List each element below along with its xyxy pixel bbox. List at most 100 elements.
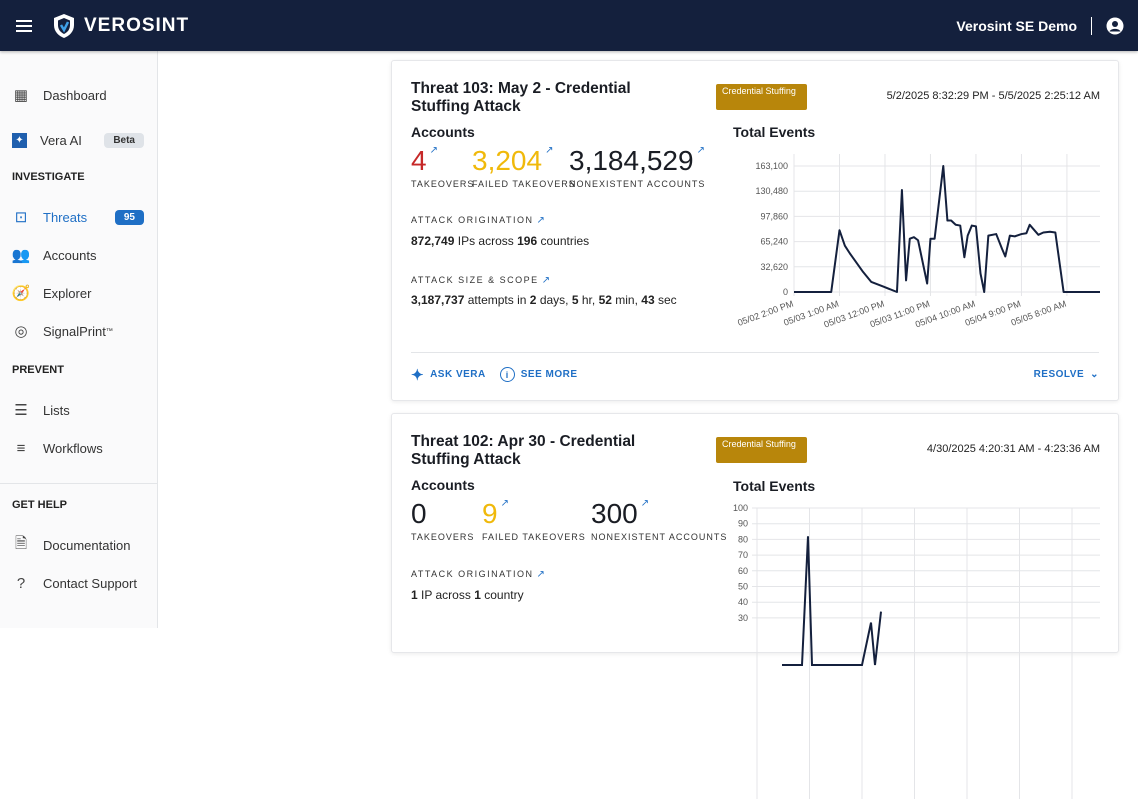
external-link-icon[interactable]: ↗ <box>541 275 552 286</box>
threat-card: Threat 102: Apr 30 - Credential Stuffing… <box>391 413 1119 799</box>
chart-title: Total Events <box>733 478 816 494</box>
org-name[interactable]: Verosint SE Demo <box>956 17 1077 34</box>
label: Vera AI <box>40 132 82 148</box>
help-icon: ? <box>16 574 26 592</box>
ip-count: 1 <box>411 588 418 602</box>
y-tick-label: 65,240 <box>760 237 788 247</box>
sidebar: ▦ Dashboard ✦ Vera AI Beta INVESTIGATE ⊡ Thr… <box>0 51 158 628</box>
takeovers-stat[interactable]: 0 TAKEOVERS <box>411 498 474 542</box>
attack-size-scope-label: ATTACK SIZE & SCOPE ↗ <box>411 275 552 286</box>
value: 3,204 <box>472 145 543 176</box>
sidebar-item-accounts[interactable]: 👥 Accounts <box>0 236 157 274</box>
value: 9 <box>482 498 498 529</box>
external-link-icon[interactable]: ↗ <box>429 145 438 156</box>
external-link-icon[interactable]: ↗ <box>536 569 547 580</box>
value: 300 <box>591 498 638 529</box>
accounts-heading: Accounts <box>411 477 475 493</box>
external-link-icon[interactable]: ↗ <box>545 145 554 156</box>
menu-icon[interactable] <box>16 19 32 32</box>
external-link-icon[interactable]: ↗ <box>500 498 509 509</box>
text: sec <box>657 293 677 307</box>
y-tick-label: 30 <box>738 613 748 623</box>
card-actions: ✦ ASK VERA i SEE MORE RESOLVE ⌄ <box>411 352 1099 396</box>
sidebar-item-lists[interactable]: ☰ Lists <box>0 391 157 429</box>
section-investigate: INVESTIGATE <box>12 171 85 183</box>
failed-takeovers-stat[interactable]: 3,204 ↗ FAILED TAKEOVERS <box>472 145 576 189</box>
chart-title: Total Events <box>733 124 816 140</box>
user-avatar-icon[interactable] <box>1106 17 1124 35</box>
threat-title[interactable]: Threat 102: Apr 30 - Credential Stuffing… <box>411 433 636 468</box>
logo[interactable]: VEROSINT <box>52 13 189 39</box>
nonexistent-accounts-stat[interactable]: 3,184,529 ↗ NONEXISTENT ACCOUNTS <box>569 145 705 189</box>
seconds: 43 <box>641 293 655 307</box>
text: days, <box>539 293 569 307</box>
sidebar-item-signalprint[interactable]: ◎ SignalPrint ™ <box>0 312 157 350</box>
attempts: 3,187,737 <box>411 293 465 307</box>
total-events-chart: 30 40 50 60 70 80 90 100 <box>733 503 1100 799</box>
workflow-icon: ≡ <box>16 439 26 457</box>
divider <box>1091 16 1092 35</box>
sidebar-item-explorer[interactable]: 🧭 Explorer <box>0 274 157 312</box>
attack-origination-value: 872,749 IPs across 196 countries <box>411 234 589 248</box>
info-icon: i <box>499 367 515 382</box>
text: IP across <box>421 588 471 602</box>
text: hr, <box>581 293 596 307</box>
label: NONEXISTENT ACCOUNTS <box>569 179 706 189</box>
threat-title[interactable]: Threat 103: May 2 - Credential Stuffing … <box>411 80 631 115</box>
y-tick-label: 50 <box>738 582 748 592</box>
label: Dashboard <box>43 87 107 103</box>
country-count: 196 <box>517 234 538 248</box>
document-icon: 🗎 <box>14 534 28 552</box>
label: SEE MORE <box>520 369 578 380</box>
label: Documentation <box>43 537 131 553</box>
sidebar-item-documentation[interactable]: 🗎 Documentation <box>0 526 157 564</box>
top-header: VEROSINT Verosint SE Demo <box>0 0 1138 51</box>
threat-card: Threat 103: May 2 - Credential Stuffing … <box>391 60 1119 401</box>
label: SignalPrint <box>43 323 106 339</box>
y-tick-label: 0 <box>783 287 788 297</box>
takeovers-stat[interactable]: 4 ↗ TAKEOVERS <box>411 145 474 189</box>
external-link-icon[interactable]: ↗ <box>696 145 705 156</box>
beta-badge: Beta <box>104 132 144 148</box>
see-more-button[interactable]: i SEE MORE <box>499 367 578 382</box>
threat-type-tag: Credential Stuffing <box>716 437 807 463</box>
sidebar-item-contact-support[interactable]: ? Contact Support <box>0 564 157 602</box>
failed-takeovers-stat[interactable]: 9 ↗ FAILED TAKEOVERS <box>482 498 586 542</box>
date-range: 5/2/2025 8:32:29 PM - 5/5/2025 2:25:12 A… <box>886 90 1100 102</box>
sidebar-item-vera-ai[interactable]: ✦ Vera AI Beta <box>0 121 157 159</box>
sidebar-item-workflows[interactable]: ≡ Workflows <box>0 429 157 467</box>
sidebar-item-threats[interactable]: ⊡ Threats 95 <box>0 198 157 236</box>
y-tick-label: 40 <box>738 597 748 607</box>
external-link-icon[interactable]: ↗ <box>640 498 650 509</box>
vera-ai-icon: ✦ <box>12 132 27 148</box>
minutes: 52 <box>598 293 612 307</box>
label: ASK VERA <box>430 369 486 380</box>
y-tick-label: 32,620 <box>760 262 788 272</box>
divider <box>0 483 157 485</box>
attack-origination-label: ATTACK ORIGINATION ↗ <box>411 215 546 226</box>
brand-name: VEROSINT <box>84 14 190 36</box>
sidebar-item-dashboard[interactable]: ▦ Dashboard <box>0 76 157 114</box>
text: attempts in <box>467 293 527 307</box>
text: IPs across <box>457 234 514 248</box>
label: TAKEOVERS <box>411 532 475 542</box>
y-tick-label: 70 <box>738 550 748 560</box>
label: TAKEOVERS <box>411 179 475 189</box>
section-get-help: GET HELP <box>12 499 68 511</box>
chevron-down-icon: ⌄ <box>1090 369 1099 380</box>
nonexistent-accounts-stat[interactable]: 300 ↗ NONEXISTENT ACCOUNTS <box>591 498 727 542</box>
list-icon: ☰ <box>14 402 28 419</box>
external-link-icon[interactable]: ↗ <box>536 215 547 226</box>
text: country <box>484 588 524 602</box>
sparkle-icon: ✦ <box>411 366 425 384</box>
attack-origination-value: 1 IP across 1 country <box>411 588 524 602</box>
label: Workflows <box>43 440 103 456</box>
trademark: ™ <box>105 327 113 335</box>
ip-count: 872,749 <box>411 234 455 248</box>
label: NONEXISTENT ACCOUNTS <box>591 532 728 542</box>
users-icon: 👥 <box>11 247 31 264</box>
resolve-dropdown[interactable]: RESOLVE ⌄ <box>1034 369 1099 380</box>
attack-origination-label: ATTACK ORIGINATION ↗ <box>411 569 546 580</box>
ask-vera-button[interactable]: ✦ ASK VERA <box>411 366 486 384</box>
dashboard-icon: ▦ <box>13 87 29 104</box>
